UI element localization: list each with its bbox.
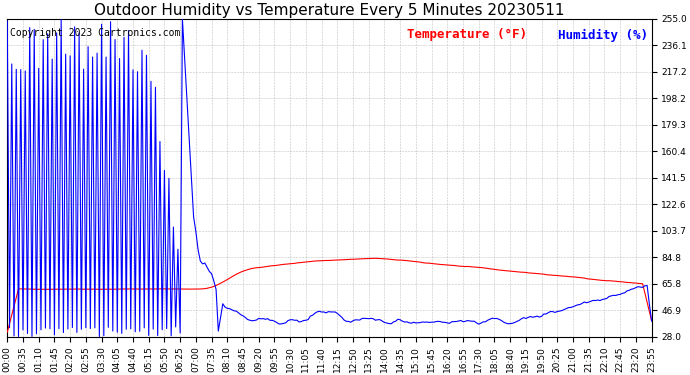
Text: Temperature (°F): Temperature (°F): [407, 28, 526, 42]
Text: Copyright 2023 Cartronics.com: Copyright 2023 Cartronics.com: [10, 28, 181, 39]
Text: Humidity (%): Humidity (%): [558, 28, 648, 42]
Title: Outdoor Humidity vs Temperature Every 5 Minutes 20230511: Outdoor Humidity vs Temperature Every 5 …: [95, 3, 564, 18]
